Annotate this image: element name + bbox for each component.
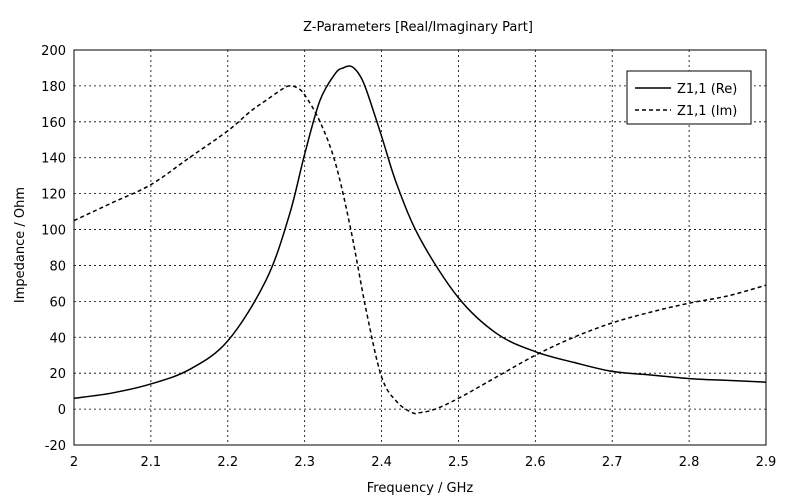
legend-label-imaginary: Z1,1 (Im) bbox=[677, 104, 737, 119]
y-tick-label: 140 bbox=[41, 152, 66, 167]
y-tick-label: 80 bbox=[49, 259, 66, 274]
y-tick-label: 200 bbox=[41, 44, 66, 59]
x-tick-label: 2.2 bbox=[217, 455, 238, 470]
x-tick-label: 2.9 bbox=[756, 455, 777, 470]
y-tick-label: 160 bbox=[41, 116, 66, 131]
x-axis-ticks: 2 2.1 2.2 2.3 2.4 2.5 2.6 2.7 2.8 2.9 bbox=[70, 455, 776, 470]
y-tick-label: 60 bbox=[49, 295, 66, 310]
legend-box bbox=[626, 70, 752, 125]
y-tick-label: 40 bbox=[49, 331, 66, 346]
x-tick-label: 2.7 bbox=[602, 455, 623, 470]
y-axis-label: Impedance / Ohm bbox=[13, 187, 28, 303]
y-tick-label: 20 bbox=[49, 367, 66, 382]
x-tick-label: 2.1 bbox=[141, 455, 162, 470]
series-lines bbox=[73, 65, 767, 415]
x-tick-label: 2.4 bbox=[371, 455, 392, 470]
x-tick-label: 2 bbox=[70, 455, 78, 470]
x-tick-label: 2.5 bbox=[448, 455, 469, 470]
legend-label-real: Z1,1 (Re) bbox=[677, 82, 737, 97]
series-line-real bbox=[73, 65, 767, 400]
y-tick-label: 120 bbox=[41, 188, 66, 203]
x-axis-label: Frequency / GHz bbox=[367, 481, 474, 496]
x-tick-label: 2.6 bbox=[525, 455, 546, 470]
series-line-imaginary bbox=[73, 85, 767, 415]
grid-lines bbox=[74, 50, 766, 445]
legend: Z1,1 (Re) Z1,1 (Im) bbox=[626, 70, 752, 125]
y-tick-label: 100 bbox=[41, 224, 66, 239]
x-tick-label: 2.8 bbox=[679, 455, 700, 470]
x-tick-label: 2.3 bbox=[294, 455, 315, 470]
y-tick-label: 0 bbox=[58, 403, 66, 418]
y-tick-label: -20 bbox=[45, 439, 66, 454]
chart-title: Z-Parameters [Real/Imaginary Part] bbox=[303, 20, 533, 35]
y-tick-label: 180 bbox=[41, 80, 66, 95]
